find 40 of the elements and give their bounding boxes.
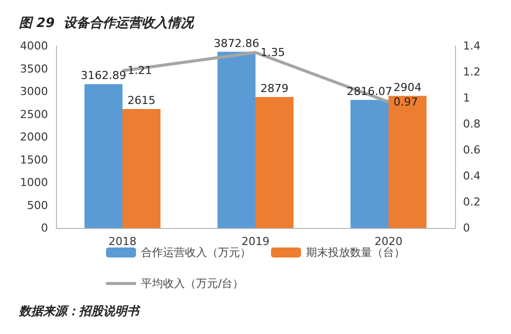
legend-label: 平均收入（万元/台） (141, 277, 244, 290)
bar (350, 100, 388, 228)
bar (256, 97, 294, 228)
y-tick-label: 2000 (20, 130, 48, 144)
data-label: 3872.86 (214, 36, 260, 50)
y2-tick-label: 0.6 (463, 144, 480, 156)
data-label: 2615 (128, 94, 156, 108)
legend-label: 合作运营收入（万元） (141, 246, 251, 259)
bar (388, 96, 426, 228)
bar (218, 52, 256, 228)
y2-tick-label: 0.4 (463, 170, 480, 182)
x-tick-label: 2019 (242, 235, 270, 248)
legend-label: 期末投放数量（台） (306, 246, 405, 259)
data-label: 2879 (260, 82, 288, 96)
y-tick-label: 3500 (20, 62, 48, 76)
y2-tick-label: 0.8 (463, 118, 480, 130)
y-tick-label: 0 (41, 222, 48, 234)
y2-tick-label: 1 (463, 92, 470, 104)
x-tick-label: 2018 (108, 235, 136, 248)
y-tick-label: 3000 (20, 85, 48, 98)
y-tick-label: 1500 (20, 153, 48, 166)
y-tick-label: 4000 (20, 40, 48, 52)
bar (84, 84, 122, 228)
x-tick-label: 2020 (374, 235, 402, 248)
chart-title: 图 29 设备合作运营收入情况 (19, 15, 195, 31)
data-label: 2904 (394, 80, 422, 94)
y-tick-label: 500 (27, 198, 48, 212)
y-tick-label: 1000 (20, 176, 48, 189)
source-note: 数据来源：招股说明书 (18, 304, 141, 318)
data-label: 1.21 (128, 64, 152, 78)
y2-tick-label: 0 (463, 222, 470, 234)
y-tick-label: 2500 (20, 108, 48, 121)
y2-tick-label: 1.4 (463, 40, 480, 52)
data-label: 1.35 (260, 46, 285, 59)
data-label: 2816.07 (346, 84, 392, 98)
data-label: 0.97 (394, 95, 418, 108)
y2-tick-label: 0.2 (463, 196, 480, 208)
data-label: 3162.89 (80, 69, 126, 82)
y2-tick-label: 1.2 (463, 66, 480, 78)
bar (122, 109, 160, 228)
